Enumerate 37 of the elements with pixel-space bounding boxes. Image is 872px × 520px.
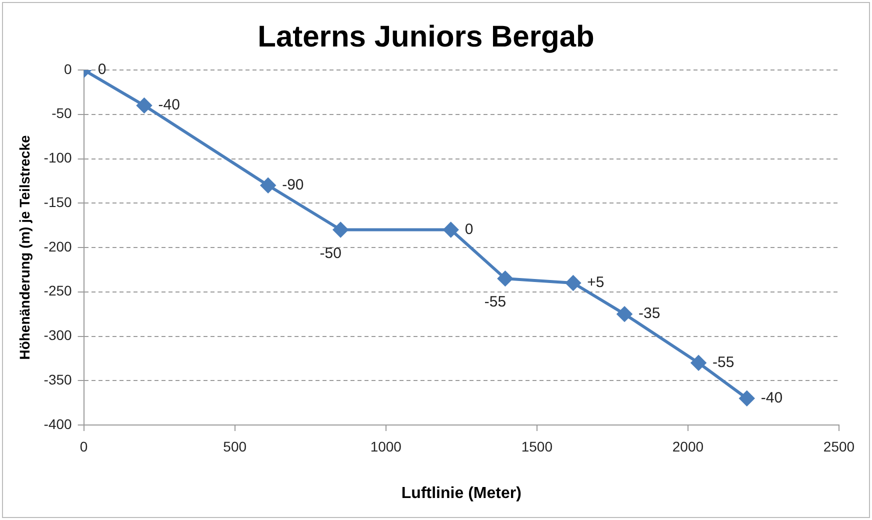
point — [566, 276, 581, 290]
annotation: -55 — [712, 354, 734, 372]
point — [739, 390, 754, 406]
y-axis-title: Höhenänderung (m) je Teilstrecke — [16, 135, 32, 360]
point — [260, 178, 276, 193]
y-tick-label: -400 — [44, 416, 72, 432]
point — [333, 222, 348, 238]
y-tick-label: -300 — [44, 327, 72, 344]
y-tick-label: -250 — [44, 282, 72, 299]
x-tick-label: 2000 — [672, 438, 704, 454]
annotation: -50 — [320, 244, 342, 262]
point — [691, 355, 706, 370]
y-tick-label: 0 — [64, 60, 72, 77]
annotation: +5 — [587, 274, 604, 292]
point — [136, 98, 152, 113]
point — [498, 271, 513, 286]
annotation: -90 — [282, 176, 304, 194]
annotation: -40 — [760, 390, 783, 407]
point — [443, 222, 458, 238]
y-tick-label: -50 — [52, 105, 72, 122]
chart-title: Laterns Juniors Bergab — [258, 20, 594, 54]
annotation: 0 — [464, 220, 474, 238]
x-tick-label: 1500 — [521, 438, 553, 454]
y-tick-label: -350 — [44, 371, 72, 388]
y-tick-label: -100 — [44, 150, 72, 166]
annotation: -40 — [158, 96, 180, 114]
x-tick-label: 500 — [223, 438, 247, 454]
annotation: -35 — [638, 305, 660, 322]
x-tick-label: 1000 — [370, 438, 402, 454]
y-tick-label: -200 — [44, 238, 72, 254]
x-axis-title: Luftlinie (Meter) — [401, 484, 522, 502]
annotation: 0 — [98, 61, 106, 78]
point — [617, 306, 632, 322]
annotation: -55 — [484, 294, 506, 311]
x-tick-label: 2500 — [823, 438, 855, 454]
y-tick-label: -150 — [44, 194, 72, 210]
x-tick-label: 0 — [80, 438, 88, 454]
